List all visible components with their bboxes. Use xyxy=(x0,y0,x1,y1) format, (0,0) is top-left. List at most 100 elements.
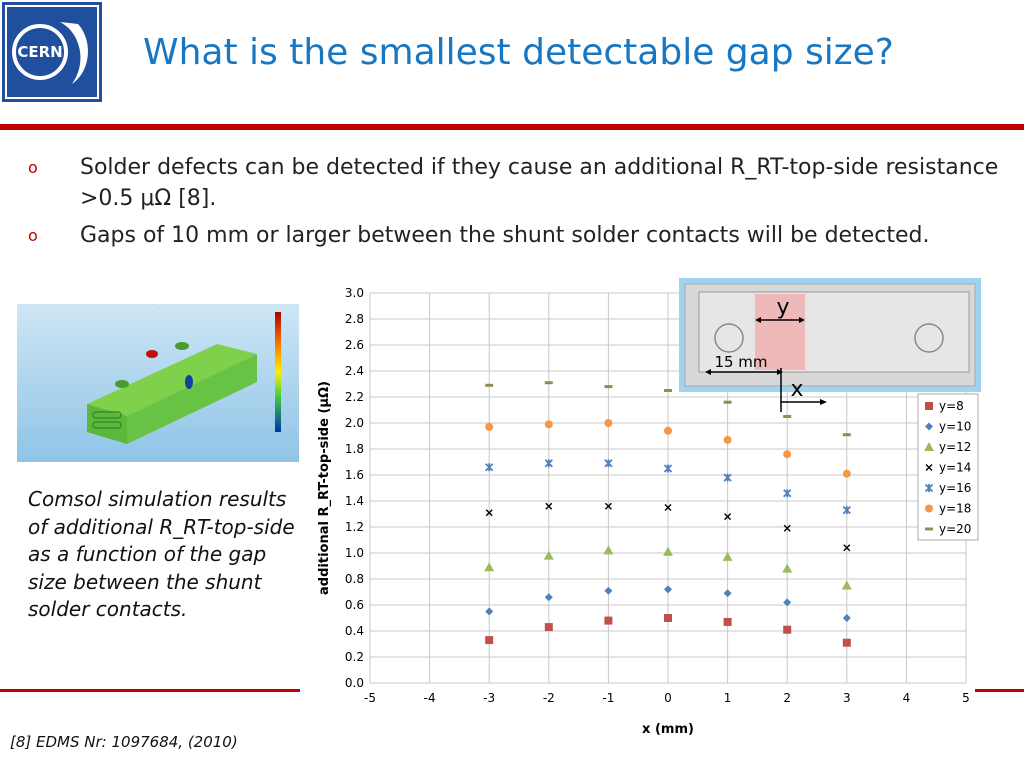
bullet-text: Gaps of 10 mm or larger between the shun… xyxy=(80,223,930,248)
hole-right xyxy=(914,323,944,353)
series-y-18 xyxy=(485,419,851,478)
figure-caption: Comsol simulation results of additional … xyxy=(28,487,295,621)
series-y-14 xyxy=(485,502,851,552)
y-tick-label: 2.0 xyxy=(345,416,364,430)
x-tick-label: 0 xyxy=(664,691,672,705)
data-point xyxy=(722,551,733,561)
y-tick-label: 3.0 xyxy=(345,286,364,300)
legend-marker xyxy=(925,422,933,431)
y-tick-label: 1.6 xyxy=(345,468,364,482)
series-y-20 xyxy=(485,381,851,437)
legend-item: y=14 xyxy=(925,461,971,475)
data-point xyxy=(604,459,613,468)
y-tick-label: 2.2 xyxy=(345,390,364,404)
data-point xyxy=(543,550,554,560)
data-point xyxy=(842,614,851,622)
x-tick-label: -2 xyxy=(543,691,555,705)
data-point xyxy=(664,585,672,594)
legend-label: y=12 xyxy=(939,440,971,454)
data-point xyxy=(842,469,851,478)
y-tick-label: 1.8 xyxy=(345,442,364,456)
data-point xyxy=(723,589,732,598)
logo-text: CERN xyxy=(17,43,62,61)
bottom-divider-left xyxy=(0,689,300,692)
y-tick-label: 2.6 xyxy=(345,338,364,352)
data-point xyxy=(545,502,553,510)
data-point xyxy=(723,473,732,482)
data-point xyxy=(544,593,553,602)
data-point xyxy=(604,586,613,595)
data-point xyxy=(485,607,494,616)
data-point xyxy=(783,450,792,459)
data-point xyxy=(782,563,793,573)
data-point xyxy=(544,459,553,468)
data-point xyxy=(484,562,495,572)
data-point xyxy=(842,433,851,437)
data-point xyxy=(841,580,852,590)
slide-title: What is the smallest detectable gap size… xyxy=(143,32,894,73)
data-point xyxy=(604,419,613,427)
svg-text:·: · xyxy=(157,305,158,310)
data-point xyxy=(544,420,553,429)
data-point xyxy=(783,489,792,498)
series-y-8 xyxy=(485,614,851,647)
y-tick-label: 0.4 xyxy=(345,624,364,638)
data-point xyxy=(664,614,672,622)
dimension-label: 15 mm xyxy=(714,353,767,371)
bottom-divider-right xyxy=(975,689,1024,692)
legend-marker xyxy=(925,504,933,513)
data-point xyxy=(604,616,613,625)
data-point xyxy=(783,415,792,418)
y-tick-label: 0.6 xyxy=(345,598,364,612)
data-point xyxy=(544,623,553,632)
legend: y=8 y=10 y=12 y=14 y=16 y=18 y=20 xyxy=(917,393,979,541)
data-point xyxy=(723,400,732,404)
data-point xyxy=(485,463,494,472)
top-divider xyxy=(0,124,1024,130)
y-label: y xyxy=(776,295,789,320)
data-point xyxy=(544,381,553,385)
y-tick-label: 0.8 xyxy=(345,572,364,586)
data-point xyxy=(783,598,792,607)
y-tick-label: 1.0 xyxy=(345,546,364,560)
legend-marker xyxy=(924,442,934,451)
x-tick-label: -4 xyxy=(424,691,436,705)
x-tick-label: 3 xyxy=(843,691,851,705)
x-tick-label: 1 xyxy=(724,691,732,705)
legend-label: y=16 xyxy=(939,481,971,495)
y-tick-label: 0.0 xyxy=(345,676,364,690)
legend-label: y=18 xyxy=(939,502,971,516)
legend-item: y=18 xyxy=(925,502,971,516)
series-y-10 xyxy=(485,585,851,622)
legend-item: y=10 xyxy=(925,420,971,434)
bullet-marker: o xyxy=(28,158,38,177)
legend-label: y=14 xyxy=(939,461,971,475)
x-tick-label: -5 xyxy=(364,691,376,705)
y-tick-label: 2.8 xyxy=(345,312,364,326)
data-point xyxy=(664,389,672,392)
data-point xyxy=(663,464,673,473)
legend-marker xyxy=(925,402,933,410)
series-y-12 xyxy=(484,545,852,590)
y-tick-label: 1.2 xyxy=(345,520,364,534)
hole-left xyxy=(714,323,744,353)
x-tick-label: 5 xyxy=(962,691,970,705)
legend-marker xyxy=(925,464,933,471)
x-tick-label: 2 xyxy=(783,691,791,705)
x-tick-label: -1 xyxy=(602,691,614,705)
gap-diagram: y 15 mm x xyxy=(679,278,981,412)
data-point xyxy=(783,625,792,634)
data-point xyxy=(664,426,672,435)
data-point xyxy=(485,383,494,387)
bullet-marker: o xyxy=(28,226,38,245)
y-axis-label: additional R_RT-top-side (μΩ) xyxy=(317,381,332,595)
x-tick-label: 4 xyxy=(903,691,911,705)
legend-marker xyxy=(925,527,933,531)
data-point xyxy=(723,617,732,626)
y-tick-label: 0.2 xyxy=(345,650,364,664)
y-tick-label: 1.4 xyxy=(345,494,364,508)
legend-label: y=8 xyxy=(939,399,964,413)
data-point xyxy=(664,504,672,511)
scatter-chart: 0.0 0.2 0.4 0.6 0.8 1.0 1.2 1.4 1.6 1.8 2.0 2.2 2.4 2… xyxy=(317,286,979,737)
gap-region xyxy=(755,294,805,370)
